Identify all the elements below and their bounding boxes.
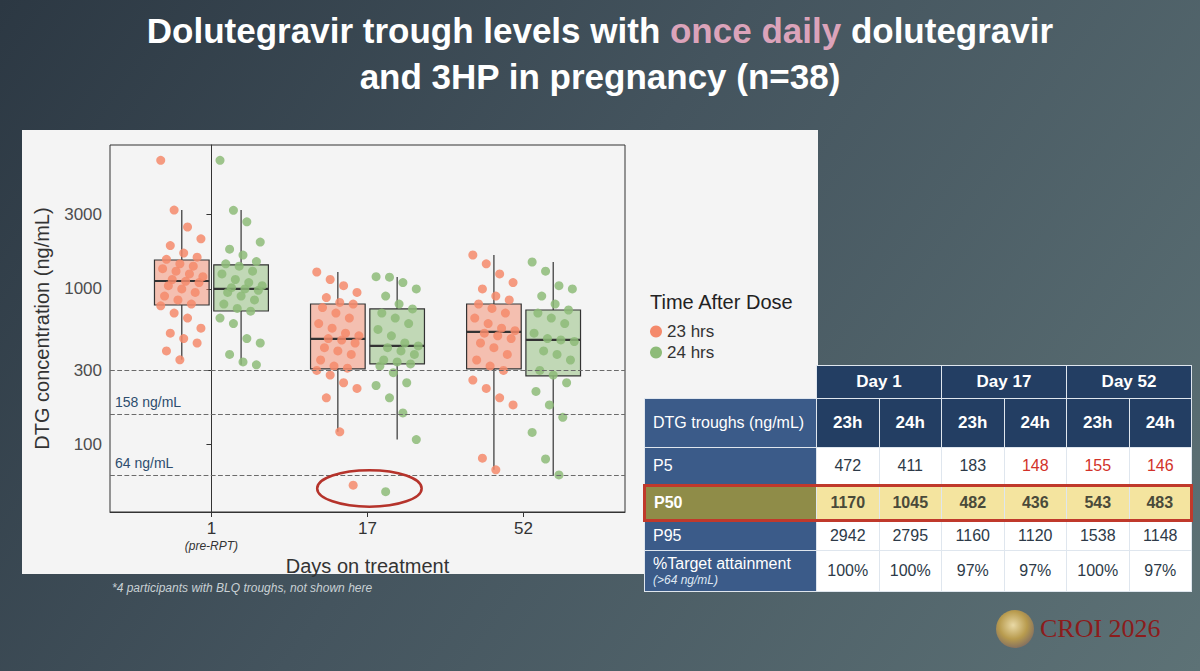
html-text:P5: P5 (653, 457, 673, 474)
html-text:P95: P95 (653, 527, 682, 544)
html-text:100%: 100% (889, 562, 931, 579)
html-text:482: 482 (959, 494, 987, 511)
svg-text:Time After Dose: Time After Dose (650, 291, 793, 313)
html-text:*4 participants with BLQ troug: *4 participants with BLQ troughs, not sh… (112, 581, 373, 595)
html-text:100%: 100% (1077, 562, 1119, 579)
html-text:155: 155 (1084, 457, 1112, 474)
html-text:97%: 97% (1144, 562, 1177, 579)
html-text:472: 472 (834, 457, 862, 474)
html-text:1538: 1538 (1080, 527, 1116, 544)
svg-text:300: 300 (74, 361, 102, 380)
html-text:DTG troughs (ng/mL): DTG troughs (ng/mL) (653, 414, 805, 431)
html-text:436: 436 (1021, 494, 1049, 511)
html-text:97%: 97% (956, 562, 989, 579)
html-text:100%: 100% (827, 562, 869, 579)
html-text:146: 146 (1146, 457, 1174, 474)
html-text:24h: 24h (1020, 413, 1050, 432)
html-text:Dolutegravir trough levels wit: Dolutegravir trough levels with once dai… (146, 11, 1054, 50)
html-text:Day 17: Day 17 (976, 372, 1032, 391)
svg-text:(pre-RPT): (pre-RPT) (185, 539, 238, 553)
svg-text:1: 1 (207, 519, 216, 538)
svg-text:24 hrs: 24 hrs (667, 343, 714, 362)
html-text:23h: 23h (1083, 413, 1113, 432)
svg-text:Days on treatment: Days on treatment (286, 555, 450, 577)
svg-text:52: 52 (514, 519, 533, 538)
html-text:183: 183 (959, 457, 987, 474)
html-text:1045: 1045 (892, 494, 928, 511)
html-text:and 3HP in pregnancy (n=38): and 3HP in pregnancy (n=38) (359, 57, 841, 96)
html-text:23h: 23h (958, 413, 988, 432)
html-text:P50: P50 (654, 494, 683, 511)
html-text:2795: 2795 (892, 527, 928, 544)
html-text:543: 543 (1084, 494, 1112, 511)
html-text:Day 52: Day 52 (1101, 372, 1157, 391)
svg-text:158 ng/mL: 158 ng/mL (115, 394, 181, 410)
html-text:97%: 97% (1019, 562, 1052, 579)
html-text:2942: 2942 (830, 527, 866, 544)
svg-text:DTG concentration (ng/mL): DTG concentration (ng/mL) (31, 207, 53, 449)
html-text:411: 411 (897, 457, 923, 474)
html-text:%Target attainment: %Target attainment (653, 555, 791, 572)
svg-text:3000: 3000 (64, 205, 102, 224)
svg-text:23 hrs: 23 hrs (667, 322, 714, 341)
html-text:24h: 24h (895, 413, 925, 432)
html-text:1170: 1170 (830, 494, 866, 511)
html-text:Day 1: Day 1 (856, 372, 902, 391)
html-text:148: 148 (1021, 457, 1049, 474)
svg-text:64 ng/mL: 64 ng/mL (115, 455, 174, 471)
html-text:24h: 24h (1145, 413, 1175, 432)
svg-text:100: 100 (74, 435, 102, 454)
html-text:CROI 2026: CROI 2026 (1040, 614, 1161, 643)
html-text:23h: 23h (833, 413, 863, 432)
svg-text:17: 17 (358, 519, 377, 538)
html-text:1120: 1120 (1018, 527, 1053, 544)
html-text:1148: 1148 (1143, 527, 1178, 544)
html-text:(>64 ng/mL): (>64 ng/mL) (653, 573, 718, 587)
html-text:483: 483 (1146, 494, 1174, 511)
html-text:1160: 1160 (955, 527, 990, 544)
svg-text:1000: 1000 (64, 279, 102, 298)
